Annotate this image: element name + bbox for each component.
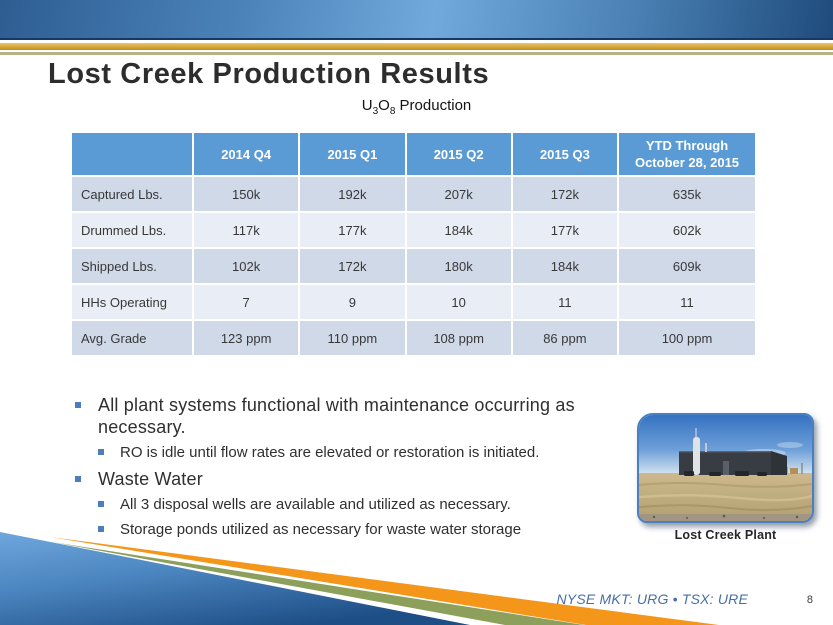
bullet-square-icon	[98, 501, 104, 507]
vehicle	[684, 471, 694, 476]
bullet-text: All 3 disposal wells are available and u…	[120, 496, 511, 513]
bullet-item: Waste Water	[70, 468, 648, 490]
table-cell: 177k	[512, 213, 617, 247]
column-header-2015q2: 2015 Q2	[406, 133, 511, 175]
table-row: HHs Operating 7 9 10 11 11	[72, 285, 755, 319]
table-cell: 172k	[512, 177, 617, 211]
table-cell: 10	[406, 285, 511, 319]
column-header-ytd: YTD Through October 28, 2015	[619, 133, 755, 175]
row-label: Drummed Lbs.	[72, 213, 192, 247]
gravel-speck	[762, 516, 766, 520]
bullet-square-icon	[75, 402, 81, 408]
vehicle	[735, 471, 749, 476]
gold-stripe	[0, 43, 833, 50]
gravel-speck	[795, 515, 799, 519]
bullet-text: RO is idle until flow rates are elevated…	[120, 444, 540, 461]
blue-triangle	[0, 532, 470, 625]
slide-subtitle: U3O8 Production	[0, 97, 833, 117]
table-row: Shipped Lbs. 102k 172k 180k 184k 609k	[72, 249, 755, 283]
table-row: Avg. Grade 123 ppm 110 ppm 108 ppm 86 pp…	[72, 321, 755, 355]
bullet-item: All plant systems functional with mainte…	[70, 394, 648, 438]
plant-photo-scene	[639, 415, 812, 521]
table-cell: 11	[512, 285, 617, 319]
formula-o: O	[378, 97, 390, 114]
column-header-blank	[72, 133, 192, 175]
table-cell: 100 ppm	[619, 321, 755, 355]
table-cell: 123 ppm	[194, 321, 299, 355]
gravel-speck	[652, 515, 656, 519]
table-cell: 102k	[194, 249, 299, 283]
table-cell: 11	[619, 285, 755, 319]
table-header-row: 2014 Q4 2015 Q1 2015 Q2 2015 Q3 YTD Thro…	[72, 133, 755, 175]
bullet-text: Waste Water	[98, 469, 203, 489]
orange-triangle	[50, 537, 719, 625]
bullet-item: All 3 disposal wells are available and u…	[70, 495, 648, 514]
bullet-square-icon	[98, 526, 104, 532]
row-label: Shipped Lbs.	[72, 249, 192, 283]
subtitle-text: Production	[395, 97, 472, 114]
bullet-text: All plant systems functional with mainte…	[98, 395, 575, 437]
plant-building-side	[771, 451, 787, 475]
photo-caption: Lost Creek Plant	[674, 528, 777, 542]
table-row: Drummed Lbs. 117k 177k 184k 177k 602k	[72, 213, 755, 247]
table-cell: 184k	[406, 213, 511, 247]
table-cell: 180k	[406, 249, 511, 283]
ticker-text: NYSE MKT: URG • TSX: URE	[556, 591, 748, 607]
building-door	[723, 461, 729, 475]
table-cell: 9	[300, 285, 405, 319]
bullet-square-icon	[75, 476, 81, 482]
table-cell: 150k	[194, 177, 299, 211]
column-header-2014q4: 2014 Q4	[194, 133, 299, 175]
table-cell: 192k	[300, 177, 405, 211]
vehicle	[757, 472, 767, 476]
gravel-strip	[639, 514, 812, 521]
table-cell: 86 ppm	[512, 321, 617, 355]
table-cell: 184k	[512, 249, 617, 283]
table-cell: 7	[194, 285, 299, 319]
column-header-2015q1: 2015 Q1	[300, 133, 405, 175]
column-header-2015q3: 2015 Q3	[512, 133, 617, 175]
table-cell: 110 ppm	[300, 321, 405, 355]
formula-u: U	[361, 97, 373, 114]
table-cell: 177k	[300, 213, 405, 247]
page-number: 8	[806, 594, 813, 606]
stack	[705, 443, 707, 452]
row-label: Captured Lbs.	[72, 177, 192, 211]
olive-stripe	[0, 52, 833, 55]
grass-texture	[639, 482, 812, 488]
cloud-icon	[777, 442, 803, 448]
table-cell: 108 ppm	[406, 321, 511, 355]
distant-structure	[790, 468, 798, 474]
vehicle	[709, 472, 721, 476]
table-cell: 117k	[194, 213, 299, 247]
bullet-square-icon	[98, 449, 104, 455]
grass-texture	[639, 504, 812, 512]
slide-title: Lost Creek Production Results	[48, 58, 490, 90]
bullet-item: Storage ponds utilized as necessary for …	[70, 520, 648, 539]
table-cell: 609k	[619, 249, 755, 283]
olive-triangle	[52, 542, 584, 625]
table-cell: 635k	[619, 177, 755, 211]
plant-photo	[637, 413, 814, 523]
gravel-speck	[685, 516, 689, 520]
table-cell: 172k	[300, 249, 405, 283]
bullet-list: All plant systems functional with mainte…	[70, 394, 648, 545]
row-label: Avg. Grade	[72, 321, 192, 355]
top-banner	[0, 0, 833, 40]
table-cell: 207k	[406, 177, 511, 211]
silo	[693, 437, 700, 475]
row-label: HHs Operating	[72, 285, 192, 319]
formula-sub3: 3	[372, 106, 379, 117]
bullet-item: RO is idle until flow rates are elevated…	[70, 443, 648, 462]
formula-sub8: 8	[389, 106, 396, 117]
production-table: 2014 Q4 2015 Q1 2015 Q2 2015 Q3 YTD Thro…	[70, 131, 757, 357]
bullet-text: Storage ponds utilized as necessary for …	[120, 521, 522, 538]
table-cell: 602k	[619, 213, 755, 247]
table-row: Captured Lbs. 150k 192k 207k 172k 635k	[72, 177, 755, 211]
grass-texture	[639, 493, 812, 502]
gravel-speck	[722, 514, 726, 518]
